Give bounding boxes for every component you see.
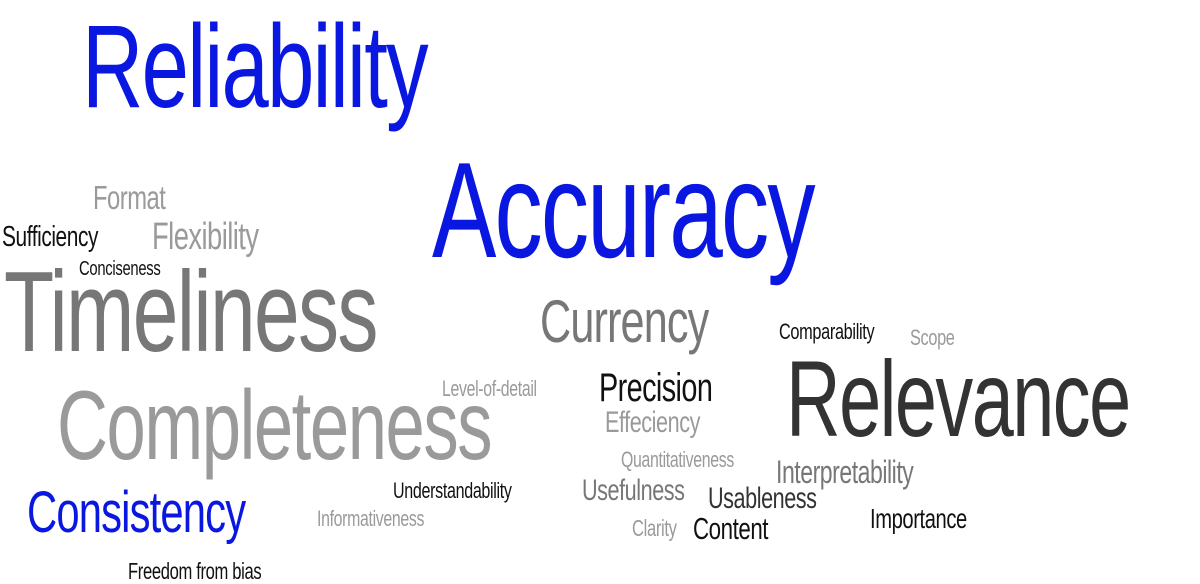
- word-timeliness: Timeliness: [4, 249, 378, 376]
- word-informativeness: Informativeness: [317, 506, 425, 531]
- word-effeciency: Effeciency: [605, 406, 700, 439]
- word-reliability: Reliability: [82, 1, 429, 133]
- word-consistency: Consistency: [27, 480, 246, 545]
- word-interpretability: Interpretability: [776, 454, 914, 490]
- word-sufficiency: Sufficiency: [2, 221, 98, 253]
- word-understandability: Understandability: [393, 478, 512, 503]
- word-comparability: Comparability: [779, 319, 875, 344]
- word-currency: Currency: [540, 288, 709, 355]
- word-accuracy: Accuracy: [432, 134, 816, 286]
- word-content: Content: [693, 511, 769, 546]
- word-completeness: Completeness: [57, 370, 493, 480]
- word-usableness: Usableness: [708, 482, 817, 515]
- word-precision: Precision: [599, 366, 713, 410]
- word-flexibility: Flexibility: [152, 216, 259, 258]
- word-importance: Importance: [870, 503, 967, 534]
- word-level-of-detail: Level-of-detail: [442, 376, 537, 401]
- word-format: Format: [93, 179, 166, 216]
- word-scope: Scope: [910, 325, 955, 350]
- word-conciseness: Conciseness: [79, 258, 161, 280]
- word-clarity: Clarity: [632, 515, 677, 541]
- word-freedom-from-bias: Freedom from bias: [128, 558, 262, 584]
- word-quantitativeness: Quantitativeness: [621, 447, 734, 472]
- word-usefulness: Usefulness: [582, 474, 685, 507]
- word-relevance: Relevance: [786, 338, 1131, 459]
